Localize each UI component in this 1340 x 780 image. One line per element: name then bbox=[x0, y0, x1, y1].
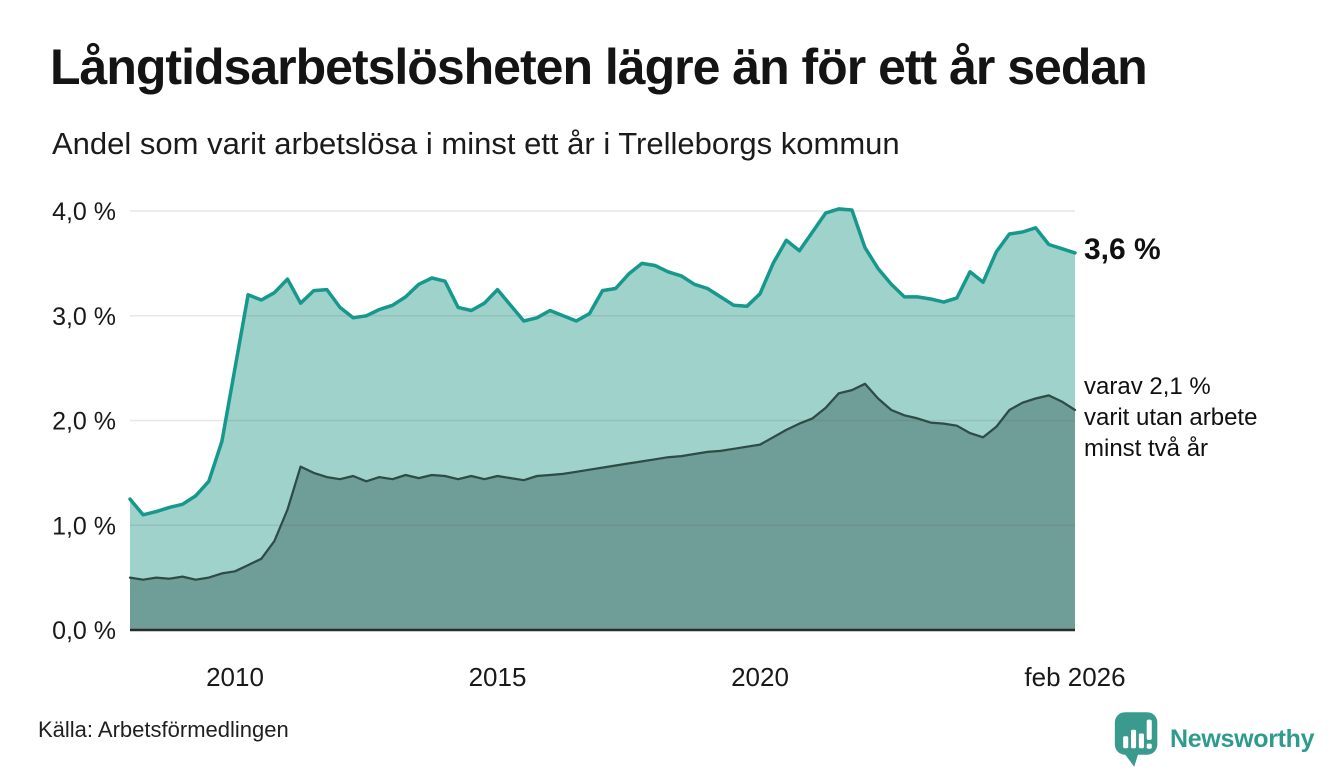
series1-end-value-label: 3,6 % bbox=[1084, 233, 1161, 266]
y-tick-label: 3,0 % bbox=[52, 303, 116, 331]
x-tick-label: 2010 bbox=[206, 662, 264, 692]
newsworthy-icon bbox=[1114, 712, 1158, 767]
brand-logo: Newsworthy bbox=[1113, 708, 1315, 770]
series-line-2 bbox=[128, 382, 1077, 581]
series-line-1 bbox=[128, 207, 1077, 517]
y-tick-label: 2,0 % bbox=[52, 408, 116, 436]
series2-annotation-line: varit utan arbete bbox=[1084, 404, 1258, 431]
series2-annotation: varav 2,1 % varit utan arbete minst två … bbox=[1084, 371, 1257, 464]
page-subtitle: Andel som varit arbetslösa i minst ett å… bbox=[52, 126, 900, 161]
x-tick-label: feb 2026 bbox=[1024, 662, 1125, 692]
source-note: Källa: Arbetsförmedlingen bbox=[38, 717, 289, 742]
brand-name: Newsworthy bbox=[1170, 724, 1315, 753]
y-tick-label: 4,0 % bbox=[52, 198, 116, 226]
page-title: Långtidsarbetslösheten lägre än för ett … bbox=[50, 39, 1148, 95]
x-tick-label: 2015 bbox=[469, 662, 527, 692]
y-tick-label: 1,0 % bbox=[52, 512, 116, 540]
y-tick-label: 0,0 % bbox=[52, 617, 116, 645]
x-tick-label: 2020 bbox=[731, 662, 789, 692]
series-area-2 bbox=[130, 383, 1075, 630]
series2-annotation-line: minst två år bbox=[1084, 435, 1209, 462]
series2-annotation-line: varav 2,1 % bbox=[1084, 373, 1211, 400]
